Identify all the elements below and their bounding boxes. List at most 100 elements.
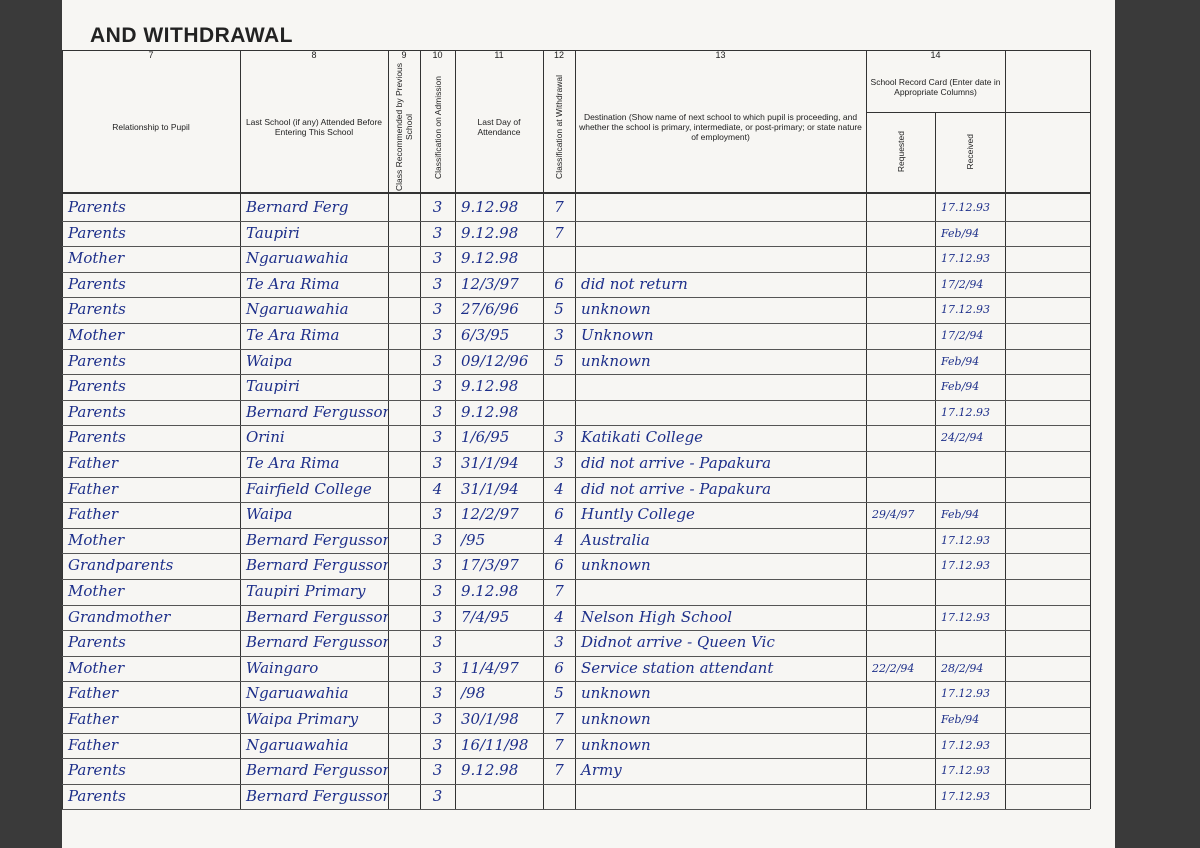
column-label-text: Classification at Withdrawal	[554, 75, 564, 179]
handwritten-entry: 17.12.93	[941, 789, 990, 803]
handwritten-entry: 9.12.98	[461, 582, 519, 600]
handwritten-entry: 6	[554, 274, 564, 293]
handwritten-entry: Army	[581, 761, 622, 780]
handwritten-entry: 17.12.93	[941, 533, 990, 547]
row-rule	[62, 246, 1090, 248]
column-label: Requested	[866, 112, 935, 192]
handwritten-entry: Parents	[68, 223, 126, 242]
column-number: 14	[930, 50, 941, 60]
column-rule	[575, 50, 576, 810]
column-rule	[455, 50, 456, 810]
handwritten-entry: Service station attendant	[581, 658, 774, 677]
handwritten-entry: Taupiri	[246, 223, 300, 242]
handwritten-entry: 5	[554, 351, 564, 370]
row-rule	[62, 399, 1090, 401]
handwritten-entry: 5	[554, 684, 564, 703]
handwritten-entry: 28/2/94	[941, 661, 984, 675]
handwritten-entry: 5	[554, 300, 564, 319]
handwritten-entry: 3	[432, 684, 443, 703]
handwritten-entry: Parents	[68, 377, 126, 396]
handwritten-entry: Mother	[68, 658, 125, 677]
handwritten-entry: Parents	[68, 300, 126, 319]
column-label-text: Class Recommended by Previous School	[394, 62, 414, 192]
handwritten-entry: Bernard Fergusson	[246, 607, 388, 626]
handwritten-entry: 3	[432, 198, 443, 216]
column-rule	[866, 50, 867, 810]
handwritten-entry: 17.12.93	[941, 252, 990, 266]
row-rule	[62, 348, 1090, 350]
handwritten-entry: did not arrive - Papakura	[581, 479, 772, 498]
row-rule	[62, 604, 1090, 606]
register-page	[62, 0, 1115, 848]
handwritten-entry: Bernard Fergusson	[246, 556, 388, 575]
column-rule	[420, 50, 421, 810]
handwritten-entry: Parents	[68, 402, 126, 421]
handwritten-entry: 3	[432, 556, 443, 575]
handwritten-entry: 6	[554, 658, 564, 677]
handwritten-entry: 17.12.93	[941, 303, 990, 317]
column-rule	[240, 50, 241, 810]
handwritten-entry: Fairfield College	[246, 479, 372, 498]
row-rule	[62, 374, 1090, 376]
handwritten-entry: unknown	[581, 684, 651, 703]
row-rule	[62, 630, 1090, 632]
handwritten-entry: 4	[554, 479, 564, 498]
row-rule	[62, 323, 1090, 324]
column-label-text: Destination (Show name of next school to…	[579, 112, 862, 142]
handwritten-entry: Mother	[68, 582, 125, 600]
subcolumn-label: Received	[965, 134, 975, 170]
handwritten-entry: 3	[432, 249, 443, 268]
handwritten-entry: 3	[432, 402, 443, 421]
handwritten-entry: Grandmother	[68, 607, 171, 626]
handwritten-entry: Didnot arrive - Queen Vic	[581, 633, 775, 652]
row-rule	[62, 655, 1090, 657]
handwritten-entry: Ngaruawahia	[246, 684, 349, 703]
handwritten-entry: Unknown	[581, 326, 654, 344]
row-rule	[62, 271, 1090, 273]
handwritten-entry: Parents	[68, 428, 126, 447]
handwritten-entry: Father	[68, 710, 119, 728]
handwritten-entry: Waipa Primary	[246, 710, 359, 728]
handwritten-entry: Bernard Fergusson	[246, 402, 388, 421]
handwritten-entry: 3	[432, 223, 443, 242]
handwritten-entry: Bernard Fergusson	[246, 530, 388, 549]
handwritten-entry: Te Ara Rima	[246, 454, 340, 472]
handwritten-entry: did not return	[581, 274, 688, 293]
column-label: Last School (if any) Attended Before Ent…	[240, 62, 388, 192]
handwritten-entry: 3	[432, 428, 443, 447]
handwritten-entry: Father	[68, 505, 119, 524]
row-rule	[62, 220, 1090, 222]
handwritten-entry: Te Ara Rima	[246, 274, 340, 293]
handwritten-entry: 9.12.98	[461, 402, 519, 421]
handwritten-entry: Waipa	[246, 505, 293, 524]
column-rule	[62, 50, 63, 810]
row-rule	[62, 502, 1090, 504]
handwritten-entry: 7	[554, 223, 564, 242]
column-label: Classification on Admission	[420, 62, 455, 192]
row-rule	[62, 425, 1090, 427]
column-rule	[935, 112, 936, 810]
handwritten-entry: Taupiri	[246, 377, 300, 396]
column-label: School Record Card (Enter date in Approp…	[870, 77, 1001, 97]
column-number: 7	[148, 50, 154, 60]
handwritten-entry: Waipa	[246, 351, 293, 370]
handwritten-entry: 17.12.93	[941, 687, 990, 701]
handwritten-entry: Father	[68, 479, 119, 498]
column-number: 8	[311, 50, 317, 60]
handwritten-entry: 7	[554, 735, 564, 754]
row-rule	[62, 681, 1090, 683]
rule	[62, 192, 1090, 194]
handwritten-entry: 3	[432, 633, 443, 652]
handwritten-entry: 6/3/95	[461, 326, 510, 344]
rule	[62, 50, 1090, 51]
handwritten-entry: unknown	[581, 351, 651, 370]
handwritten-entry: 7	[554, 198, 564, 216]
handwritten-entry: Taupiri Primary	[246, 582, 366, 600]
handwritten-entry: 9.12.98	[461, 377, 519, 396]
handwritten-entry: 17/2/94	[941, 277, 984, 291]
handwritten-entry: 31/1/94	[461, 479, 519, 498]
column-number: 13	[715, 50, 726, 60]
handwritten-entry: 17.12.93	[941, 405, 990, 419]
handwritten-entry: Parents	[68, 274, 126, 293]
handwritten-entry: 6	[554, 505, 564, 524]
